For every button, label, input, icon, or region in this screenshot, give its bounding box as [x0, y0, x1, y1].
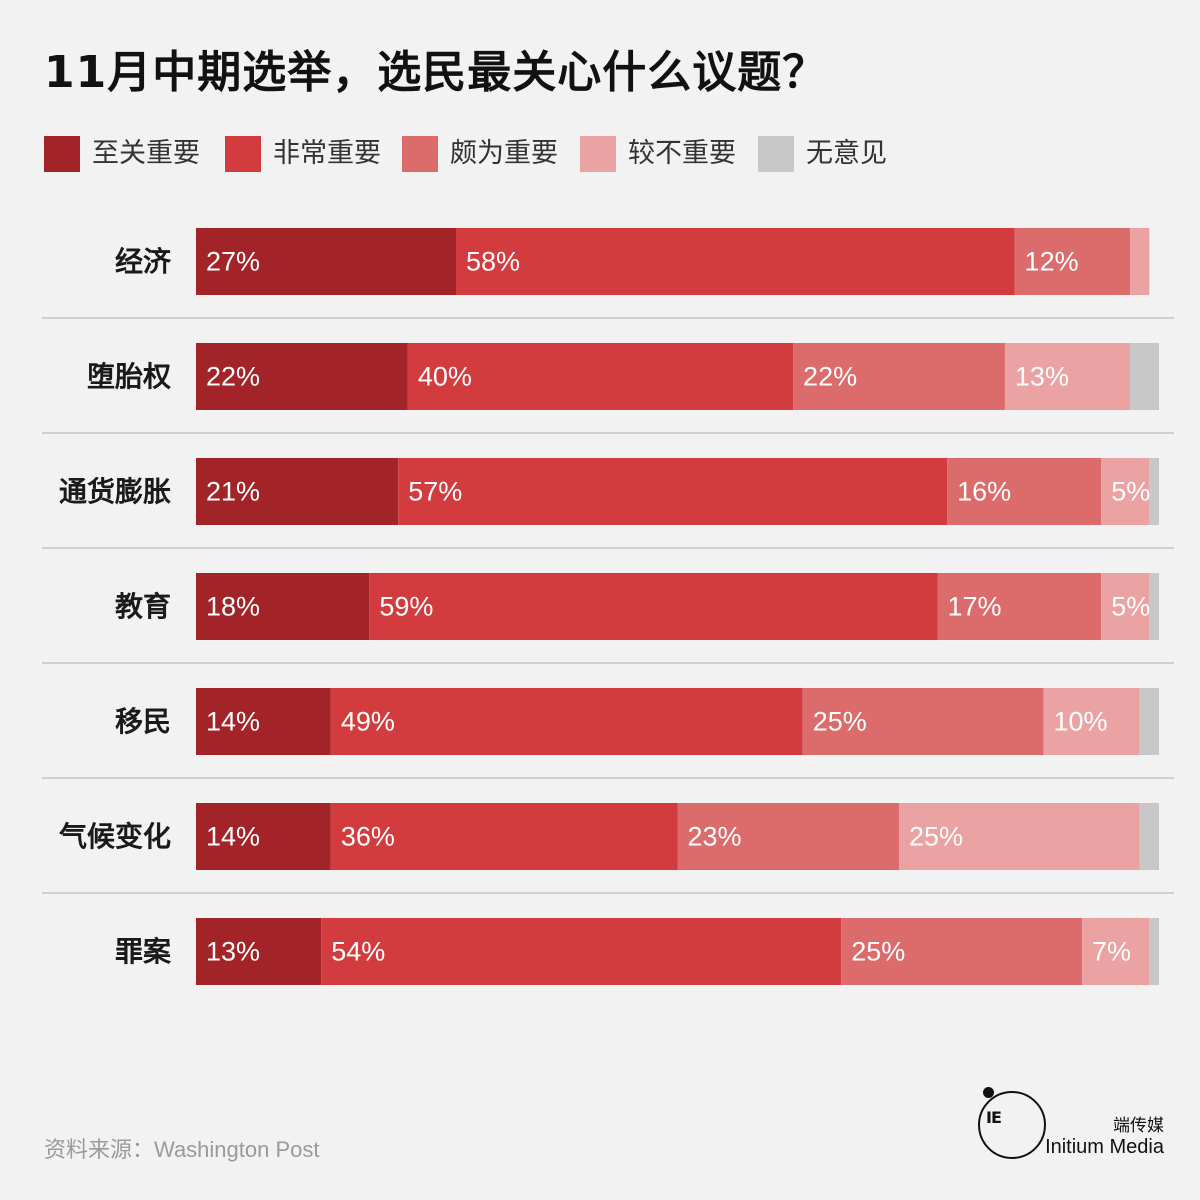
- bar-segment: [398, 458, 948, 525]
- data-label: 36%: [341, 822, 395, 852]
- category-label: 移民: [115, 705, 171, 738]
- data-label: 21%: [206, 477, 260, 507]
- data-label: 25%: [813, 707, 867, 737]
- bar-segment: [456, 228, 1015, 295]
- data-label: 10%: [1053, 707, 1107, 737]
- legend-swatch: [402, 136, 438, 172]
- bar-segment: [1149, 918, 1159, 985]
- bar-segment: [1130, 343, 1159, 410]
- data-label: 22%: [803, 362, 857, 392]
- data-label: 25%: [909, 822, 963, 852]
- chart-title: 11月中期选举，选民最关心什么议题？: [44, 47, 828, 98]
- data-label: 17%: [948, 592, 1002, 622]
- bar-segment: [1043, 688, 1140, 755]
- brand-name-cn: 端传媒: [1113, 1116, 1164, 1136]
- data-label: 13%: [1015, 362, 1069, 392]
- bar-segment: [793, 343, 1005, 410]
- brand-logo-icon: [978, 1091, 1046, 1159]
- data-label: 5%: [1111, 592, 1150, 622]
- bar-segment: [196, 688, 331, 755]
- data-label: 58%: [466, 247, 520, 277]
- category-label: 经济: [115, 245, 172, 278]
- data-label: 18%: [206, 592, 260, 622]
- legend-label: 无意见: [806, 138, 887, 169]
- bar-segment: [1101, 458, 1150, 525]
- bar-segment: [330, 803, 678, 870]
- bar-segment: [1139, 803, 1159, 870]
- data-label: 57%: [408, 477, 462, 507]
- category-label: 罪案: [115, 935, 172, 968]
- bar-segment: [937, 573, 1102, 640]
- source-note: 资料来源：Washington Post: [44, 1137, 320, 1162]
- brand-logo-dot-icon: [983, 1087, 994, 1098]
- category-label: 堕胎权: [87, 360, 171, 393]
- brand-logo-glyph: IE: [986, 1108, 1002, 1127]
- data-label: 14%: [206, 707, 260, 737]
- data-label: 14%: [206, 822, 260, 852]
- bar-segment: [947, 458, 1102, 525]
- data-label: 7%: [1092, 937, 1131, 967]
- data-label: 40%: [418, 362, 472, 392]
- legend-swatch: [758, 136, 794, 172]
- bar-segment: [841, 918, 1082, 985]
- bar-segment: [196, 228, 457, 295]
- data-label: 27%: [206, 247, 260, 277]
- category-label: 教育: [115, 590, 171, 623]
- category-label: 通货膨胀: [59, 475, 171, 508]
- data-label: 13%: [206, 937, 260, 967]
- data-label: 23%: [688, 822, 742, 852]
- bar-segment: [1014, 228, 1131, 295]
- legend-label: 较不重要: [628, 138, 736, 169]
- bar-segment: [369, 573, 938, 640]
- bar-segment: [196, 343, 408, 410]
- bar-segment: [407, 343, 794, 410]
- legend-label: 颇为重要: [450, 138, 558, 169]
- bar-segment: [1081, 918, 1150, 985]
- bar-segment: [1139, 688, 1159, 755]
- data-label: 49%: [341, 707, 395, 737]
- bar-segment: [1101, 573, 1150, 640]
- bar-segment: [196, 803, 331, 870]
- bar-segment: [196, 918, 322, 985]
- bar-segment: [1004, 343, 1131, 410]
- bar-segment: [898, 803, 1140, 870]
- bar-segment: [1149, 458, 1159, 525]
- bar-segment: [196, 573, 370, 640]
- data-label: 25%: [851, 937, 905, 967]
- bar-segment: [677, 803, 899, 870]
- legend-label: 非常重要: [273, 138, 381, 169]
- data-label: 16%: [957, 477, 1011, 507]
- legend-label: 至关重要: [92, 138, 200, 169]
- bar-segment: [802, 688, 1044, 755]
- bar-segment: [1149, 573, 1159, 640]
- data-label: 5%: [1111, 477, 1150, 507]
- category-label: 气候变化: [58, 820, 171, 853]
- legend-swatch: [225, 136, 261, 172]
- data-label: 22%: [206, 362, 260, 392]
- bar-segment: [1130, 228, 1150, 295]
- data-label: 12%: [1025, 247, 1079, 277]
- data-label: 54%: [331, 937, 385, 967]
- data-label: 59%: [379, 592, 433, 622]
- bar-segment: [330, 688, 803, 755]
- legend-swatch: [580, 136, 616, 172]
- bar-segment: [196, 458, 399, 525]
- bar-segment: [321, 918, 842, 985]
- legend-swatch: [44, 136, 80, 172]
- brand-name-en: Initium Media: [1045, 1136, 1164, 1158]
